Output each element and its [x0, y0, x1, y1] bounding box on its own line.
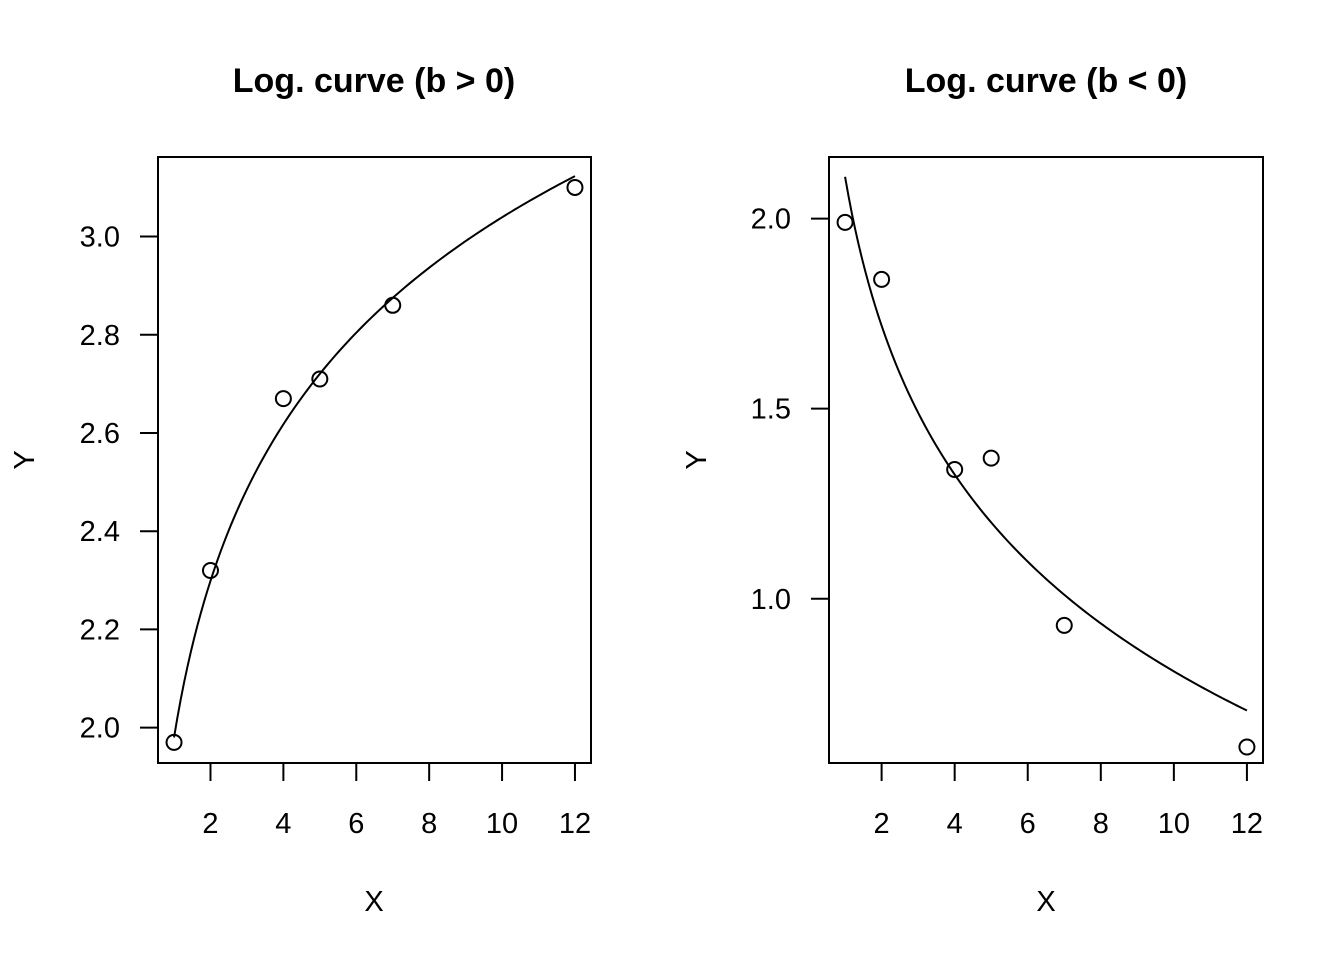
- y-tick-label: 2.4: [80, 516, 120, 548]
- data-point: [946, 461, 964, 479]
- x-tick-label: 10: [1158, 808, 1190, 840]
- data-point: [1238, 738, 1256, 756]
- x-tick-label: 2: [874, 808, 890, 840]
- x-tick-label: 6: [1020, 808, 1036, 840]
- y-tick-label: 2.8: [80, 320, 120, 352]
- fit-curve: [844, 176, 1248, 712]
- y-tick-label: 2.0: [80, 713, 120, 745]
- fit-curve: [173, 175, 576, 738]
- data-point: [836, 213, 854, 231]
- data-point: [165, 733, 183, 751]
- x-tick-label: 4: [947, 808, 963, 840]
- x-tick-label: 10: [486, 808, 518, 840]
- data-point: [384, 296, 402, 314]
- x-tick-label: 4: [275, 808, 291, 840]
- y-axis-label: Y: [9, 450, 41, 469]
- x-tick-label: 12: [1231, 808, 1263, 840]
- panel-left: Log. curve (b > 0) 2 4 6 8 10 12 2.0 2.2 2.4 2.6 2.…: [9, 62, 592, 918]
- data-point: [201, 561, 219, 579]
- plot-frame: [828, 156, 1264, 764]
- plot-frame: [157, 156, 592, 764]
- data-point: [566, 178, 584, 196]
- y-tick-label: 2.0: [751, 204, 791, 236]
- data-point: [873, 270, 891, 288]
- y-tick-label: 1.0: [751, 584, 791, 616]
- x-axis-label: X: [364, 886, 383, 918]
- y-tick-label: 3.0: [80, 222, 120, 254]
- y-tick-label: 2.2: [80, 614, 120, 646]
- x-tick-label: 8: [421, 808, 437, 840]
- y-axis-label: Y: [681, 450, 713, 469]
- x-tick-label: 6: [348, 808, 364, 840]
- panel-right: Log. curve (b < 0) 2 4 6 8 10 12 1.0 1.5 2.0 X Y: [681, 62, 1264, 918]
- data-point: [982, 449, 1000, 467]
- data-point: [311, 370, 329, 388]
- y-tick-label: 2.6: [80, 418, 120, 450]
- x-tick-label: 2: [202, 808, 218, 840]
- x-tick-label: 8: [1093, 808, 1109, 840]
- chart-title: Log. curve (b < 0): [905, 62, 1187, 100]
- x-tick-label: 12: [559, 808, 591, 840]
- data-point: [274, 390, 292, 408]
- chart-title: Log. curve (b > 0): [233, 62, 515, 100]
- x-axis-label: X: [1036, 886, 1055, 918]
- data-point: [1055, 616, 1073, 634]
- y-tick-label: 1.5: [751, 394, 791, 426]
